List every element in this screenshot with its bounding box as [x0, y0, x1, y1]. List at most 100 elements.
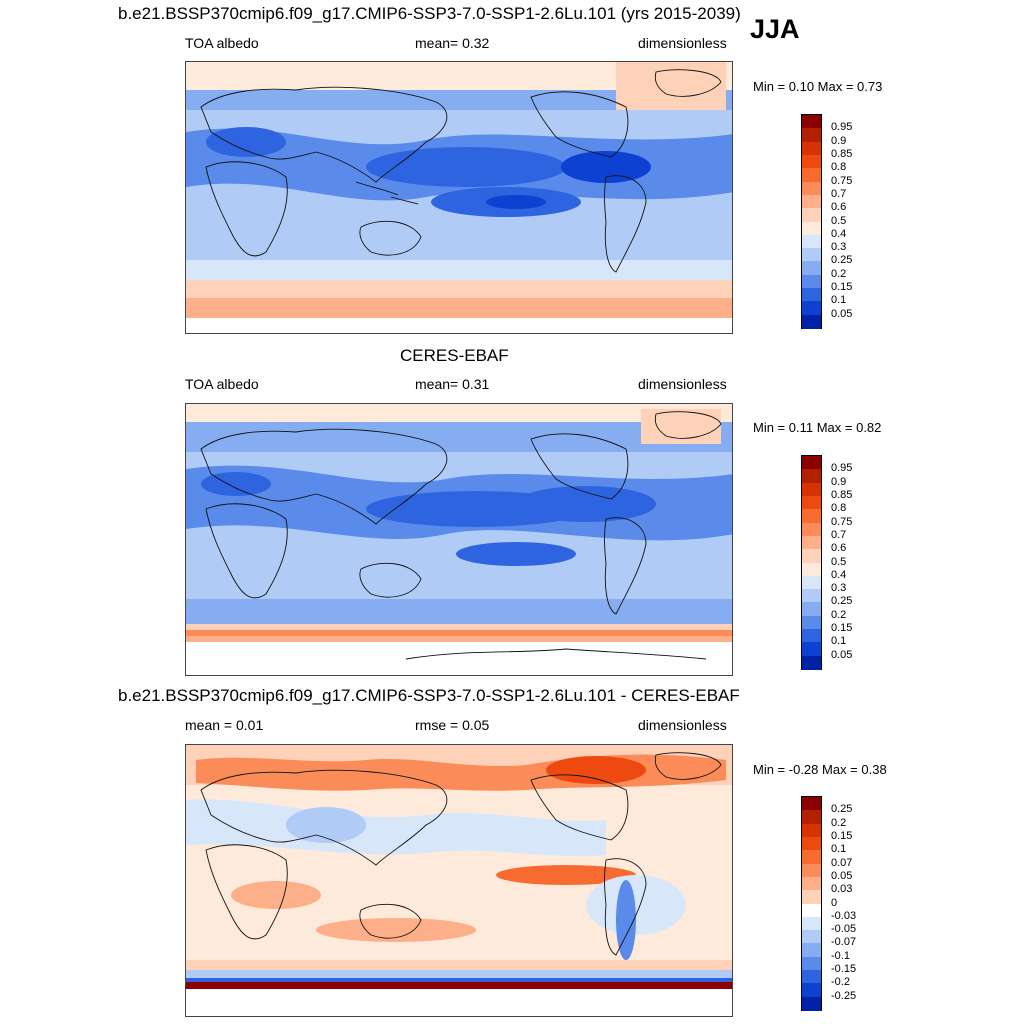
colorbar-cell [802, 469, 821, 484]
colorbar-tick-label: 0.3 [831, 582, 847, 595]
colorbar-tick-label: 0.05 [831, 307, 853, 320]
panel-model-title: b.e21.BSSP370cmip6.f09_g17.CMIP6-SSP3-7.… [118, 4, 741, 23]
colorbar-cell [802, 943, 821, 958]
colorbar-tick-label: -0.07 [831, 936, 857, 949]
panel-model-map [185, 61, 733, 334]
colorbar-cell [802, 930, 821, 944]
colorbar-cell [802, 562, 821, 577]
colorbar-tick-label: 0.85 [831, 147, 853, 160]
colorbar-tick-label: 0.25 [831, 803, 853, 816]
panel-obs-colorbar: 0.95 0.9 0.85 0.8 0.75 0.7 0.6 0.5 0.4 0.3 0.25 0.2… [801, 455, 852, 670]
colorbar-cell [802, 248, 821, 262]
colorbar-tick-label: 0.07 [831, 856, 853, 869]
colorbar-cell [802, 194, 821, 209]
colorbar-cell [802, 602, 821, 617]
colorbar-tick-label: 0.4 [831, 227, 847, 240]
colorbar-cell [802, 836, 821, 851]
colorbar-cell [802, 549, 821, 563]
colorbar-cell [802, 456, 821, 470]
colorbar-tick-label: 0 [831, 896, 838, 909]
colorbar-tick-label: 0.95 [831, 121, 853, 134]
colorbar-tick-label: 0.7 [831, 528, 847, 541]
panel-diff-units: dimensionless [638, 717, 727, 733]
colorbar-cell [802, 983, 821, 998]
colorbar-tick-label: 0.8 [831, 161, 847, 174]
panel-obs-map [185, 403, 733, 676]
colorbar-tick-label: -0.1 [831, 949, 850, 962]
colorbar-tick-label: -0.25 [831, 989, 857, 1002]
colorbar-cell [802, 956, 821, 971]
colorbar-tick-label: 0.75 [831, 515, 853, 528]
colorbar-cell [802, 996, 821, 1011]
colorbar-cell [802, 810, 821, 825]
panel-obs-units: dimensionless [638, 376, 727, 392]
colorbar-tick-label: 0.25 [831, 254, 853, 267]
colorbar-tick-label: 0.1 [831, 635, 847, 648]
colorbar-cell [802, 495, 821, 510]
colorbar-tick-label: -0.03 [831, 909, 857, 922]
colorbar-tick-label: 0.03 [831, 883, 853, 896]
colorbar-cell [802, 535, 821, 550]
panel-diff-title: b.e21.BSSP370cmip6.f09_g17.CMIP6-SSP3-7.… [118, 686, 740, 705]
panel-model-units: dimensionless [638, 35, 727, 51]
colorbar-tick-label: 0.1 [831, 843, 847, 856]
colorbar-cell [802, 797, 821, 811]
colorbar-cell [802, 181, 821, 196]
colorbar-tick-label: 0.85 [831, 488, 853, 501]
colorbar-cell [802, 890, 821, 904]
panel-model-colorbar: 0.95 0.9 0.85 0.8 0.75 0.7 0.6 0.5 0.4 0.3 0.25 0.2… [801, 114, 852, 329]
colorbar-tick-label: 0.15 [831, 622, 853, 635]
colorbar-cell [802, 301, 821, 316]
colorbar-tick-label: 0.3 [831, 241, 847, 254]
panel-diff-map [185, 744, 733, 1017]
panel-diff-rmse: rmse = 0.05 [415, 717, 490, 733]
colorbar-cell [802, 288, 821, 302]
colorbar-cell [802, 221, 821, 236]
colorbar-cell [802, 234, 821, 249]
colorbar-cell [802, 522, 821, 537]
colorbar-cell [802, 629, 821, 643]
panel-diff-mean: mean = 0.01 [185, 717, 264, 733]
colorbar-cell [802, 168, 821, 183]
colorbar-tick-label: 0.15 [831, 281, 853, 294]
colorbar-tick-label: -0.05 [831, 923, 857, 936]
colorbar-cell [802, 154, 821, 169]
colorbar-tick-label: 0.6 [831, 542, 847, 555]
panel-obs-minmax: Min = 0.11 Max = 0.82 [753, 420, 882, 435]
panel-obs-variable: TOA albedo [185, 376, 259, 392]
colorbar-tick-label: 0.9 [831, 134, 847, 147]
colorbar-cell [802, 916, 821, 931]
panel-diff-colorbar: 0.25 0.2 0.15 0.1 0.07 0.05 0.03 0 -0.03 -0.05 -0.… [801, 796, 856, 1011]
colorbar-cell [802, 589, 821, 603]
colorbar-tick-label: -0.15 [831, 963, 857, 976]
colorbar-tick-label: 0.25 [831, 595, 853, 608]
panel-diff-minmax: Min = -0.28 Max = 0.38 [753, 762, 887, 777]
season-label: JJA [750, 14, 800, 44]
colorbar-cell [802, 642, 821, 657]
panel-obs-title: CERES-EBAF [400, 346, 509, 365]
colorbar-cell [802, 615, 821, 630]
panel-model-minmax: Min = 0.10 Max = 0.73 [753, 79, 883, 94]
colorbar-tick-label: 0.2 [831, 608, 847, 621]
colorbar-cell [802, 575, 821, 590]
colorbar-cell [802, 274, 821, 289]
colorbar-tick-label: 0.05 [831, 648, 853, 661]
panel-model-variable: TOA albedo [185, 35, 259, 51]
colorbar-tick-label: 0.1 [831, 294, 847, 307]
colorbar-tick-label: 0.95 [831, 462, 853, 475]
colorbar-tick-label: 0.2 [831, 816, 847, 829]
colorbar-tick-label: -0.2 [831, 976, 850, 989]
colorbar-tick-label: 0.05 [831, 869, 853, 882]
colorbar-cell [802, 128, 821, 143]
colorbar-cell [802, 261, 821, 276]
colorbar-cell [802, 863, 821, 878]
colorbar-cell [802, 482, 821, 497]
colorbar-tick-label: 0.5 [831, 214, 847, 227]
colorbar-cell [802, 314, 821, 329]
colorbar-cell [802, 903, 821, 918]
colorbar-cell [802, 115, 821, 129]
colorbar-tick-label: 0.7 [831, 187, 847, 200]
colorbar-cell [802, 208, 821, 222]
colorbar-cell [802, 141, 821, 156]
colorbar-tick-label: 0.15 [831, 829, 853, 842]
